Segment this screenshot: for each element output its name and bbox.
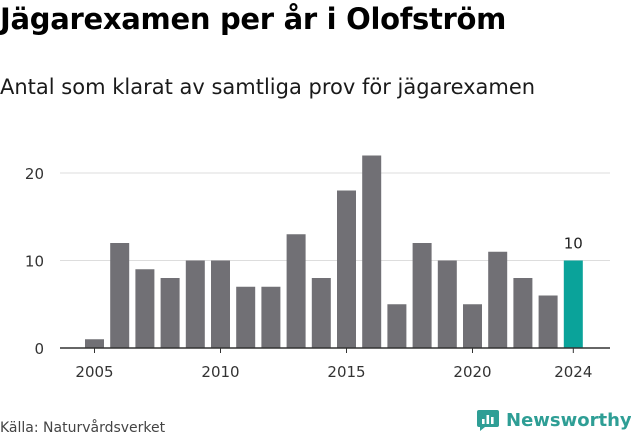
bar-2017 (387, 304, 407, 348)
bar-2019 (437, 260, 457, 348)
x-tick-label: 2015 (327, 363, 365, 381)
bars (85, 155, 583, 348)
bar-2023 (538, 295, 558, 348)
y-axis-ticks: 0 10 20 (25, 165, 44, 358)
x-tick-label: 2010 (201, 363, 239, 381)
x-tick-label: 2005 (75, 363, 113, 381)
bar-2020 (463, 304, 482, 348)
source-note: Källa: Naturvårdsverket (0, 420, 166, 436)
x-axis-ticks: 2005 2010 2015 2020 2024 (75, 348, 592, 381)
bar-2006 (110, 243, 130, 348)
data-label-2024: 10 (564, 235, 583, 253)
bar-2010 (211, 260, 230, 348)
data-labels: 10 (564, 235, 583, 253)
y-tick-label: 20 (25, 165, 44, 183)
bar-2009 (185, 260, 205, 348)
bar-2024 (563, 260, 583, 348)
bar-2022 (513, 278, 533, 348)
bar-2005 (85, 339, 104, 348)
bar-2021 (488, 251, 508, 348)
bar-2014 (311, 278, 331, 348)
bar-2013 (286, 234, 306, 348)
brand-logo[interactable]: Newsworthy (476, 408, 631, 432)
chart-subtitle: Antal som klarat av samtliga prov för jä… (0, 75, 536, 99)
bar-2012 (261, 286, 281, 348)
bar-2008 (160, 278, 180, 348)
x-tick-label: 2024 (554, 363, 592, 381)
newsworthy-chart-logo-icon (477, 410, 499, 431)
grid-lines (60, 172, 610, 261)
brand-name: Newsworthy (506, 409, 631, 431)
y-tick-label: 10 (25, 253, 44, 271)
bar-2018 (412, 243, 432, 348)
bar-2007 (135, 269, 155, 348)
bar-chart: 0 10 20 2005 2010 2015 2020 2024 10 (25, 155, 610, 381)
bar-2016 (362, 155, 382, 348)
bar-2011 (236, 286, 256, 348)
chart-title: Jägarexamen per år i Olofström (0, 2, 507, 36)
bar-2015 (337, 190, 356, 348)
x-tick-label: 2020 (453, 363, 491, 381)
y-tick-label: 0 (34, 340, 44, 358)
